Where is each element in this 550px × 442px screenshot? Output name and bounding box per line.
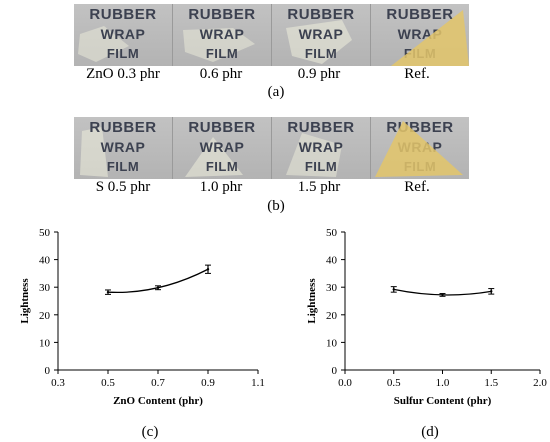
x-axis-label: ZnO Content (phr) xyxy=(113,395,203,407)
y-tick-label: 30 xyxy=(39,282,51,294)
sample-label: 1.0 phr xyxy=(199,179,243,195)
y-tick-label: 10 xyxy=(326,337,338,349)
y-axis-label: Lightness xyxy=(19,278,31,324)
photo-word-rubber: RUBBER xyxy=(287,119,355,136)
film-photo: RUBBER WRAP FILM xyxy=(74,117,173,179)
film-photo-ref: RUBBER WRAP FILM xyxy=(371,4,469,66)
sample-label: 1.5 phr xyxy=(297,179,341,195)
film-photo: RUBBER WRAP FILM xyxy=(272,4,371,66)
photo-word-rubber: RUBBER xyxy=(89,6,157,23)
photo-word-rubber: RUBBER xyxy=(188,6,256,23)
data-point xyxy=(490,290,493,293)
photo-word-wrap: WRAP xyxy=(199,139,245,155)
film-photo-ref: RUBBER WRAP FILM xyxy=(371,117,469,179)
sample-label: Ref. xyxy=(404,179,430,195)
photo-row-a: RUBBER WRAP FILM RUBBER WRAP FILM RUBBER… xyxy=(74,4,469,66)
film-photo: RUBBER WRAP FILM xyxy=(74,4,173,66)
x-tick-label: 0.5 xyxy=(101,377,115,389)
lightness-vs-sulfur-chart: 0 10 20 30 40 50 0.0 0.5 1.0 1.5 2.0 Sulfur Content… xyxy=(306,227,547,407)
photo-word-wrap: WRAP xyxy=(199,26,245,42)
x-tick-label: 0.0 xyxy=(338,377,352,389)
y-tick-label: 40 xyxy=(326,255,338,267)
y-tick-label: 50 xyxy=(39,227,51,239)
labels-a: ZnO 0.3 phr 0.6 phr 0.9 phr Ref. xyxy=(74,66,466,83)
film-photo: RUBBER WRAP FILM xyxy=(272,117,371,179)
x-axis-label: Sulfur Content (phr) xyxy=(394,395,492,407)
y-tick-label: 20 xyxy=(39,310,51,322)
x-tick-label: 1.5 xyxy=(484,377,498,389)
y-tick-label: 30 xyxy=(326,282,338,294)
photo-word-film: FILM xyxy=(205,46,239,61)
x-tick-label: 2.0 xyxy=(533,377,547,389)
sample-label: 0.6 phr xyxy=(199,66,243,82)
y-tick-label: 20 xyxy=(326,310,338,322)
photo-word-film: FILM xyxy=(304,46,338,61)
sample-label: 0.9 phr xyxy=(297,66,341,82)
panel-tag-d: (d) xyxy=(421,424,439,440)
y-axis-label: Lightness xyxy=(306,278,318,324)
data-point xyxy=(206,268,210,271)
sample-label: Ref. xyxy=(404,66,430,82)
y-tick-label: 0 xyxy=(332,365,338,377)
data-point xyxy=(156,286,160,289)
y-tick-label: 10 xyxy=(39,337,51,349)
x-tick-label: 0.9 xyxy=(201,377,215,389)
data-point xyxy=(441,293,444,297)
photo-word-rubber: RUBBER xyxy=(386,6,454,23)
data-point xyxy=(106,290,110,294)
x-tick-label: 0.5 xyxy=(387,377,401,389)
photo-word-film: FILM xyxy=(106,159,140,174)
x-tick-label: 1.1 xyxy=(251,377,265,389)
labels-b: S 0.5 phr 1.0 phr 1.5 phr Ref. xyxy=(74,179,466,196)
x-tick-label: 0.7 xyxy=(151,377,165,389)
photo-row-b: RUBBER WRAP FILM RUBBER WRAP FILM RUBBER… xyxy=(74,117,469,179)
photo-word-wrap: WRAP xyxy=(100,139,146,155)
photo-word-wrap: WRAP xyxy=(298,139,344,155)
y-tick-label: 40 xyxy=(39,255,51,267)
panel-tag-a: (a) xyxy=(267,84,285,100)
panel-tag-b: (b) xyxy=(267,198,285,214)
x-tick-label: 1.0 xyxy=(436,377,450,389)
photo-word-rubber: RUBBER xyxy=(89,119,157,136)
film-photo: RUBBER WRAP FILM xyxy=(173,4,272,66)
sample-label: S 0.5 phr xyxy=(95,179,151,195)
film-photo: RUBBER WRAP FILM xyxy=(173,117,272,179)
photo-word-film: FILM xyxy=(304,159,338,174)
x-tick-label: 0.3 xyxy=(51,377,65,389)
photo-word-wrap: WRAP xyxy=(100,26,146,42)
photo-word-film: FILM xyxy=(106,46,140,61)
photo-word-film: FILM xyxy=(205,159,239,174)
sample-label: ZnO 0.3 phr xyxy=(86,66,160,82)
y-tick-label: 50 xyxy=(326,227,338,239)
photo-word-rubber: RUBBER xyxy=(188,119,256,136)
photo-word-rubber: RUBBER xyxy=(287,6,355,23)
data-point xyxy=(392,288,395,291)
panel-tag-c: (c) xyxy=(141,424,159,440)
photo-word-wrap: WRAP xyxy=(298,26,344,42)
lightness-vs-zno-chart: 0 10 20 30 40 50 0.3 0.5 0.7 0.9 1.1 ZnO Content (p… xyxy=(19,227,265,407)
y-tick-label: 0 xyxy=(45,365,51,377)
